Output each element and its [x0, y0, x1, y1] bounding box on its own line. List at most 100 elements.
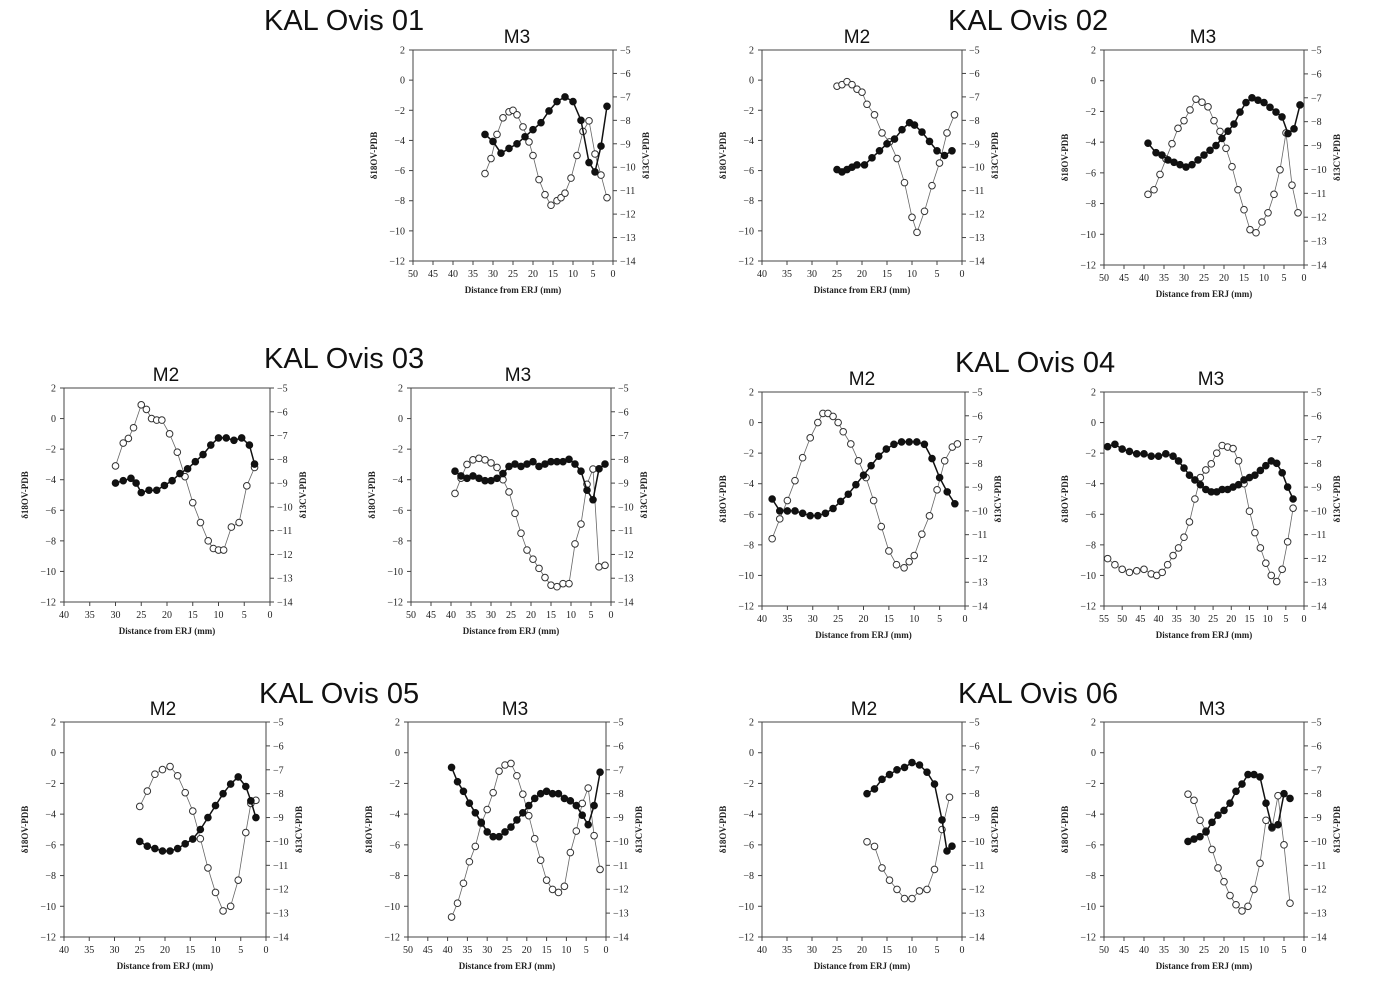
y2-tick-label: −9: [277, 479, 288, 490]
carbon-point: [601, 460, 609, 468]
specimen-title-01: KAL Ovis 01: [264, 5, 424, 37]
oxygen-point: [560, 882, 569, 891]
oxygen-point: [489, 788, 497, 797]
x-tick-label: 5: [937, 614, 942, 625]
x-tick-label: 5: [238, 945, 243, 956]
specimen-title-02: KAL Ovis 02: [948, 5, 1108, 37]
carbon-point: [933, 147, 941, 155]
carbon-point: [1280, 789, 1288, 798]
x-tick-label: 5: [1282, 945, 1287, 956]
y-tick-label: 2: [398, 384, 403, 395]
carbon-point: [1202, 828, 1210, 836]
x-tick-label: 40: [1154, 614, 1164, 625]
carbon-point: [923, 768, 931, 776]
carbon-point: [890, 135, 899, 143]
carbon-point: [481, 130, 489, 139]
specimen-title-03: KAL Ovis 03: [264, 343, 424, 375]
y-tick-label: 0: [51, 748, 56, 759]
oxygen-point: [459, 879, 468, 888]
oxygen-point: [525, 138, 533, 146]
carbon-point: [1169, 452, 1177, 461]
carbon-point: [874, 452, 883, 461]
oxygen-point: [940, 456, 949, 465]
y2-tick-label: −11: [273, 861, 288, 872]
y-tick-label: −4: [389, 810, 400, 821]
y2-tick-label: −9: [618, 479, 629, 490]
x-tick-label: 50: [1099, 945, 1109, 956]
oxygen-point: [1232, 900, 1240, 909]
x-tick-label: 30: [1190, 614, 1200, 625]
y2-tick-label: −14: [613, 933, 629, 944]
carbon-point: [1214, 811, 1222, 819]
carbon-point: [1238, 780, 1246, 788]
carbon-point: [166, 847, 174, 855]
oxygen-point: [196, 834, 205, 843]
carbon-point: [537, 118, 545, 127]
oxygen-point: [920, 207, 929, 216]
x-tick-label: 45: [1119, 273, 1129, 284]
y2-tick-label: −6: [277, 407, 288, 418]
y-tick-label: −4: [1085, 138, 1096, 149]
x-axis-label: Distance from ERJ (mm): [814, 961, 911, 971]
y2-tick-label: −14: [972, 602, 988, 613]
x-tick-label: 35: [84, 945, 94, 956]
oxygen-point: [158, 765, 167, 774]
panel-title: M2: [851, 699, 877, 720]
carbon-point: [1234, 480, 1243, 489]
carbon-point: [1236, 108, 1244, 116]
x-tick-label: 50: [1099, 273, 1109, 284]
y2-tick-label: −13: [613, 909, 629, 920]
y-tick-label: −2: [1085, 449, 1096, 460]
carbon-point: [867, 461, 875, 470]
x-tick-label: 20: [857, 945, 867, 956]
oxygen-point: [519, 123, 527, 131]
oxygen-point: [124, 434, 133, 443]
carbon-point: [885, 770, 894, 779]
x-axis-label: Distance from ERJ (mm): [1156, 630, 1253, 640]
y-tick-label: −4: [45, 475, 56, 486]
oxygen-point: [798, 453, 807, 462]
carbon-point: [497, 149, 505, 157]
oxygen-point: [1208, 845, 1216, 854]
oxygen-point: [783, 496, 792, 505]
oxygen-point: [1283, 538, 1292, 546]
x-tick-label: 30: [807, 269, 817, 280]
oxygen-point: [814, 418, 822, 427]
carbon-point: [1278, 469, 1286, 477]
oxygen-point: [181, 788, 189, 797]
x-tick-label: 15: [1239, 273, 1249, 284]
oxygen-point: [517, 529, 525, 538]
oxygen-point: [908, 894, 916, 903]
carbon-point: [242, 782, 250, 791]
carbon-point: [1266, 103, 1274, 112]
y-tick-label: −10: [40, 567, 56, 578]
y-axis-label: δ18OV-PDB: [718, 475, 728, 523]
carbon-point: [226, 780, 235, 788]
x-tick-label: 30: [1179, 945, 1189, 956]
oxygen-point: [1207, 460, 1216, 468]
y-tick-label: −8: [1085, 871, 1096, 882]
carbon-point: [245, 441, 254, 449]
x-tick-label: 40: [59, 610, 69, 621]
x-tick-label: 25: [508, 269, 518, 280]
oxygen-point: [935, 159, 944, 167]
carbon-point: [1278, 113, 1286, 121]
y-axis-label: δ18OV-PDB: [20, 471, 30, 519]
y2-tick-label: −7: [969, 92, 980, 103]
oxygen-point: [858, 88, 866, 96]
oxygen-point: [487, 459, 495, 467]
plot-frame: [761, 721, 963, 938]
carbon-point: [1191, 476, 1199, 484]
y-tick-label: −8: [1085, 199, 1096, 210]
oxygen-point: [1156, 170, 1164, 179]
oxygen-point: [566, 848, 575, 857]
y2-tick-label: −7: [1311, 765, 1322, 776]
carbon-point: [583, 486, 591, 495]
oxygen-point: [1191, 495, 1199, 503]
x-tick-label: 30: [111, 610, 121, 621]
y2-tick-label: −8: [620, 116, 631, 127]
carbon-point: [513, 816, 521, 824]
oxygen-point: [499, 114, 507, 122]
x-tick-label: 15: [546, 610, 556, 621]
